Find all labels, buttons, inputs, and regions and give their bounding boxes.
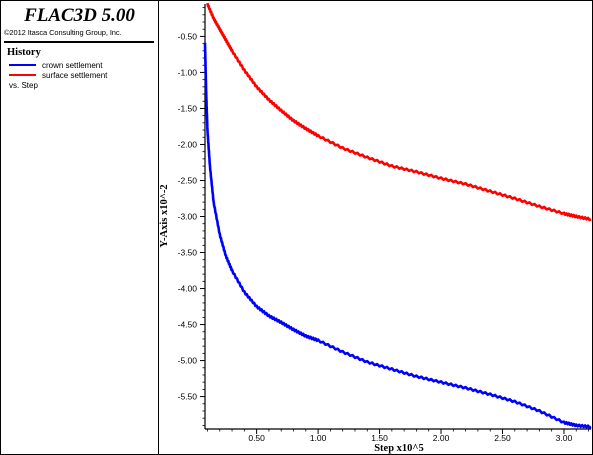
legend-separator xyxy=(4,41,154,43)
legend-label-crown: crown settlement xyxy=(42,60,103,70)
legend-item-crown-settlement: crown settlement xyxy=(9,60,102,70)
legend-panel: FLAC3D 5.00 ©2012 Itasca Consulting Grou… xyxy=(1,1,159,454)
series-layer xyxy=(203,2,592,429)
copyright-text: ©2012 Itasca Consulting Group, Inc. xyxy=(4,28,122,37)
y-tick-label-10: -5.50 xyxy=(178,392,198,402)
y-tick-label-3: -2.00 xyxy=(178,139,198,149)
series-line-surface-settlement xyxy=(206,2,592,222)
x-tick-label-0: 0.50 xyxy=(248,433,265,443)
legend-item-surface-settlement: surface settlement xyxy=(9,70,107,80)
app-title: FLAC3D 5.00 xyxy=(24,5,135,26)
legend-label-surface: surface settlement xyxy=(42,70,108,80)
y-tick-label-8: -4.50 xyxy=(178,320,198,330)
y-tick-label-5: -3.00 xyxy=(178,212,198,222)
plot-area: -0.50 -1.00 -1.50 -2.00 -2.50 -3.00 -3.50 -4.00… xyxy=(159,2,592,454)
x-axis-label: Step x10^5 xyxy=(374,443,424,454)
x-tick-label-5: 3.00 xyxy=(556,433,573,443)
legend-title: History xyxy=(7,47,41,58)
y-axis-label: Y-Axis x10^-2 xyxy=(159,184,170,247)
y-tick-label-0: -0.50 xyxy=(178,31,198,41)
y-tick-label-7: -4.00 xyxy=(178,284,198,294)
x-tick-label-4: 2.50 xyxy=(494,433,511,443)
vs-step-label: vs. Step xyxy=(9,81,38,90)
axes: -0.50 -1.00 -1.50 -2.00 -2.50 -3.00 -3.50 -4.00… xyxy=(178,4,591,443)
x-tick-label-1: 1.00 xyxy=(310,433,327,443)
y-tick-label-1: -1.00 xyxy=(178,67,198,77)
y-tick-label-4: -2.50 xyxy=(178,175,198,185)
legend-swatch-surface xyxy=(9,74,36,76)
x-tick-label-2: 1.50 xyxy=(371,433,388,443)
y-tick-label-6: -3.50 xyxy=(178,248,198,258)
y-tick-label-2: -1.50 xyxy=(178,103,198,113)
legend-swatch-crown xyxy=(9,64,36,66)
series-line-crown-settlement xyxy=(203,42,592,429)
x-tick-label-3: 2.00 xyxy=(433,433,450,443)
y-tick-label-9: -5.00 xyxy=(178,356,198,366)
